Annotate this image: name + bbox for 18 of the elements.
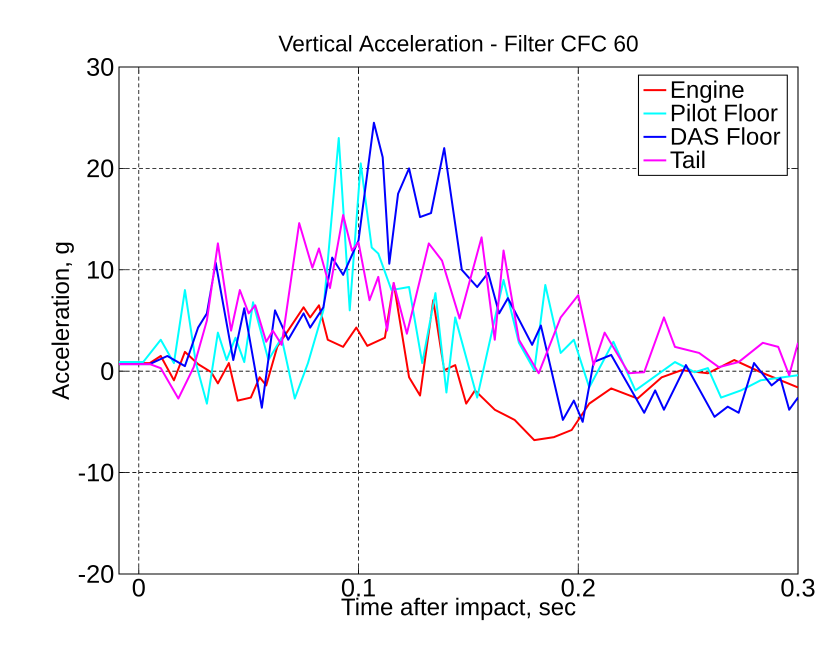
x-tick-label: 0.3: [781, 578, 814, 597]
x-tick-label: 0: [132, 578, 145, 597]
legend-label: DAS Floor: [672, 127, 780, 145]
line-series: [119, 214, 798, 400]
y-tick-label: 10: [88, 260, 114, 279]
legend-label: Engine: [672, 80, 744, 103]
y-tick-label: 20: [87, 159, 114, 178]
y-tick-label: 0: [101, 362, 114, 380]
y-axis-title: Acceleration, g: [51, 242, 74, 400]
x-tick-label: 0.1: [342, 578, 375, 597]
x-tick-label: 0.2: [562, 578, 595, 597]
legend-label: Tail: [670, 150, 704, 168]
legend-label: Pilot Floor: [672, 104, 778, 122]
y-tick-label: -10: [78, 464, 114, 482]
chart-title: Vertical Acceleration - Filter CFC 60: [278, 34, 638, 52]
y-tick-label: -20: [78, 565, 114, 583]
x-axis-title: Time after impact, sec: [341, 598, 576, 620]
y-tick-label: 30: [87, 58, 114, 76]
